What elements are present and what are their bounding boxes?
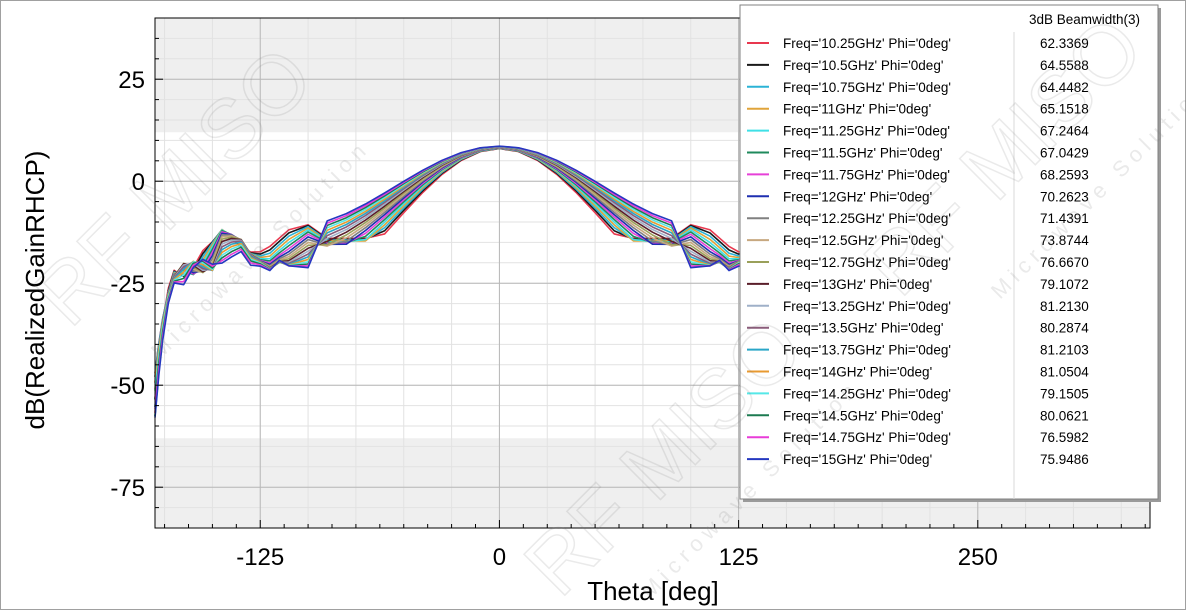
legend-series-name: Freq='10.5GHz' Phi='0deg' <box>783 58 943 73</box>
y-tick-labels: -75 -50 -25 0 25 <box>110 67 145 502</box>
legend-series-name: Freq='14GHz' Phi='0deg' <box>783 365 932 380</box>
legend-series-name: Freq='13.75GHz' Phi='0deg' <box>783 343 951 358</box>
legend-series-name: Freq='13.5GHz' Phi='0deg' <box>783 321 943 336</box>
legend-item[interactable]: Freq='14GHz' Phi='0deg' 81.0504 <box>747 365 1089 380</box>
legend-beamwidth-value: 80.2874 <box>1040 321 1089 336</box>
legend-item[interactable]: Freq='14.75GHz' Phi='0deg' 76.5982 <box>747 430 1089 445</box>
legend-beamwidth-value: 75.9486 <box>1040 452 1089 467</box>
legend-item[interactable]: Freq='13.25GHz' Phi='0deg' 81.2130 <box>747 299 1089 314</box>
x-tick-label: 125 <box>719 544 759 571</box>
legend-item[interactable]: Freq='12.75GHz' Phi='0deg' 76.6670 <box>747 255 1089 270</box>
legend-item[interactable]: Freq='12.25GHz' Phi='0deg' 71.4391 <box>747 211 1089 226</box>
legend-item[interactable]: Freq='10.25GHz' Phi='0deg' 62.3369 <box>747 36 1089 51</box>
legend-item[interactable]: Freq='10.75GHz' Phi='0deg' 64.4482 <box>747 80 1089 95</box>
legend-series-name: Freq='12.5GHz' Phi='0deg' <box>783 233 943 248</box>
tick-marks <box>155 17 1146 529</box>
legend-item[interactable]: Freq='14.5GHz' Phi='0deg' 80.0621 <box>747 408 1089 423</box>
legend-item[interactable]: Freq='12.5GHz' Phi='0deg' 73.8744 <box>747 233 1089 248</box>
y-tick-label: -50 <box>110 373 145 400</box>
legend-series-name: Freq='11.5GHz' Phi='0deg' <box>783 146 942 161</box>
legend-beamwidth-value: 80.0621 <box>1040 408 1089 423</box>
x-tick-label: -125 <box>236 544 284 571</box>
legend-beamwidth-value: 67.2464 <box>1040 124 1089 139</box>
x-tick-label: 0 <box>493 544 506 571</box>
y-tick-label: -25 <box>110 271 145 298</box>
legend-beamwidth-value: 62.3369 <box>1040 36 1089 51</box>
legend[interactable]: 3dB Beamwidth(3) Freq='10.25GHz' Phi='0d… <box>739 4 1161 502</box>
legend-beamwidth-value: 76.6670 <box>1040 255 1089 270</box>
legend-series-name: Freq='15GHz' Phi='0deg' <box>783 452 932 467</box>
x-tick-labels: -1250125250375 <box>236 544 998 571</box>
legend-beamwidth-value: 76.5982 <box>1040 430 1089 445</box>
legend-beamwidth-value: 81.2103 <box>1040 343 1089 358</box>
legend-beamwidth-value: 71.4391 <box>1040 211 1089 226</box>
legend-series-name: Freq='12GHz' Phi='0deg' <box>783 189 932 204</box>
legend-series-name: Freq='11.75GHz' Phi='0deg' <box>783 167 950 182</box>
legend-rows: Freq='10.25GHz' Phi='0deg' 62.3369Freq='1… <box>747 36 1089 467</box>
legend-beamwidth-value: 67.0429 <box>1040 146 1089 161</box>
legend-series-name: Freq='10.75GHz' Phi='0deg' <box>783 80 951 95</box>
legend-item[interactable]: Freq='13.5GHz' Phi='0deg' 80.2874 <box>747 321 1089 336</box>
legend-item[interactable]: Freq='13.75GHz' Phi='0deg' 81.2103 <box>747 343 1089 358</box>
y-tick-label: -75 <box>110 475 145 502</box>
legend-series-name: Freq='12.25GHz' Phi='0deg' <box>783 211 951 226</box>
legend-beamwidth-value: 73.8744 <box>1040 233 1089 248</box>
legend-item[interactable]: Freq='11GHz' Phi='0deg' 65.1518 <box>747 102 1089 117</box>
legend-beamwidth-value: 81.2130 <box>1040 299 1089 314</box>
legend-series-name: Freq='10.25GHz' Phi='0deg' <box>783 36 951 51</box>
legend-beamwidth-value: 79.1505 <box>1040 386 1089 401</box>
legend-series-name: Freq='13.25GHz' Phi='0deg' <box>783 299 951 314</box>
legend-series-name: Freq='14.5GHz' Phi='0deg' <box>783 408 943 423</box>
legend-series-name: Freq='11.25GHz' Phi='0deg' <box>783 124 950 139</box>
legend-item[interactable]: Freq='10.5GHz' Phi='0deg' 64.5588 <box>747 58 1089 73</box>
legend-box <box>739 4 1159 500</box>
legend-beamwidth-value: 70.2623 <box>1040 189 1089 204</box>
legend-item[interactable]: Freq='14.25GHz' Phi='0deg' 79.1505 <box>747 386 1089 401</box>
legend-item[interactable]: Freq='15GHz' Phi='0deg' 75.9486 <box>747 452 1089 467</box>
legend-beamwidth-value: 79.1072 <box>1040 277 1089 292</box>
legend-column-header: 3dB Beamwidth(3) <box>1029 12 1140 27</box>
legend-beamwidth-value: 68.2593 <box>1040 167 1089 182</box>
legend-item[interactable]: Freq='11.5GHz' Phi='0deg' 67.0429 <box>747 146 1089 161</box>
y-axis-title: dB(RealizedGainRHCP) <box>20 151 50 430</box>
legend-item[interactable]: Freq='12GHz' Phi='0deg' 70.2623 <box>747 189 1089 204</box>
legend-beamwidth-value: 64.5588 <box>1040 58 1089 73</box>
legend-series-name: Freq='11GHz' Phi='0deg' <box>783 102 931 117</box>
legend-beamwidth-value: 64.4482 <box>1040 80 1089 95</box>
legend-series-name: Freq='14.75GHz' Phi='0deg' <box>783 430 951 445</box>
x-axis-title: Theta [deg] <box>587 576 719 606</box>
legend-beamwidth-value: 81.0504 <box>1040 365 1089 380</box>
legend-item[interactable]: Freq='11.75GHz' Phi='0deg' 68.2593 <box>747 167 1089 182</box>
legend-series-name: Freq='13GHz' Phi='0deg' <box>783 277 932 292</box>
legend-beamwidth-value: 65.1518 <box>1040 102 1089 117</box>
legend-series-name: Freq='12.75GHz' Phi='0deg' <box>783 255 951 270</box>
y-tick-label: 25 <box>118 67 145 94</box>
legend-item[interactable]: Freq='13GHz' Phi='0deg' 79.1072 <box>747 277 1089 292</box>
y-tick-label: 0 <box>132 169 145 196</box>
x-tick-label: 250 <box>958 544 998 571</box>
legend-item[interactable]: Freq='11.25GHz' Phi='0deg' 67.2464 <box>747 124 1089 139</box>
legend-series-name: Freq='14.25GHz' Phi='0deg' <box>783 386 951 401</box>
